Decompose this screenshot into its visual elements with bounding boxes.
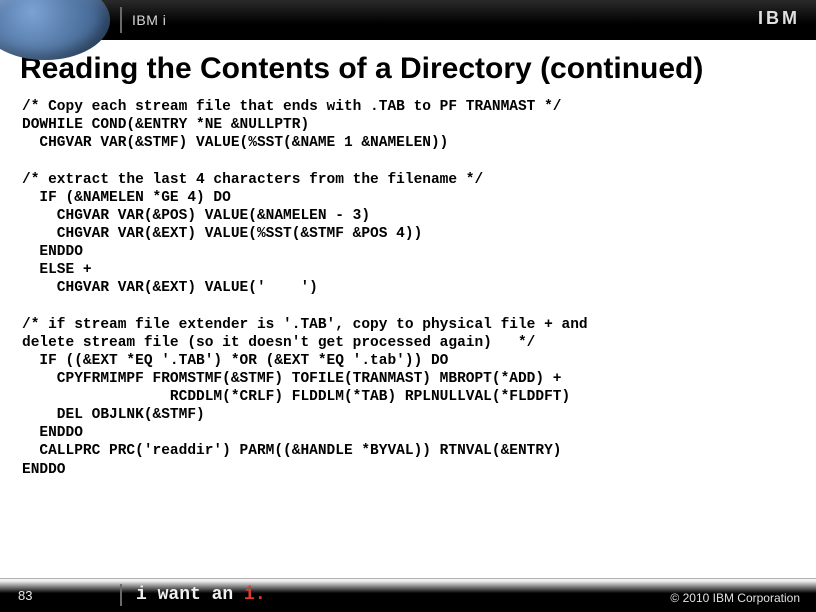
- code-line: DOWHILE COND(&ENTRY *NE &NULLPTR): [22, 117, 309, 133]
- header-divider: [120, 7, 122, 33]
- code-line: IF ((&EXT *EQ '.TAB') *OR (&EXT *EQ '.ta…: [22, 353, 448, 369]
- code-line: ELSE +: [22, 262, 92, 278]
- product-label: IBM i: [132, 12, 166, 28]
- tagline-i-red: i.: [244, 585, 266, 605]
- header-bar: IBM i IBM: [0, 0, 816, 40]
- code-line: ENDDO: [22, 462, 66, 478]
- code-line: IF (&NAMELEN *GE 4) DO: [22, 190, 231, 206]
- code-comment-3: /* if stream file extender is '.TAB', co…: [22, 317, 588, 333]
- code-line: ENDDO: [22, 244, 83, 260]
- code-block: /* Copy each stream file that ends with …: [0, 94, 816, 578]
- footer-vertical-divider: [120, 584, 122, 606]
- code-line: RCDDLM(*CRLF) FLDDLM(*TAB) RPLNULLVAL(*F…: [22, 389, 570, 405]
- code-line: CHGVAR VAR(&POS) VALUE(&NAMELEN - 3): [22, 208, 370, 224]
- ibm-logo: IBM: [758, 8, 800, 29]
- code-line: CHGVAR VAR(&EXT) VALUE(%SST(&STMF &POS 4…: [22, 226, 422, 242]
- code-comment-3b: delete stream file (so it doesn't get pr…: [22, 335, 535, 351]
- code-line: CHGVAR VAR(&STMF) VALUE(%SST(&NAME 1 &NA…: [22, 135, 448, 151]
- slide-number: 83: [18, 588, 120, 603]
- copyright: © 2010 IBM Corporation: [670, 591, 800, 605]
- code-line: CHGVAR VAR(&EXT) VALUE(' '): [22, 280, 318, 296]
- slide-title: Reading the Contents of a Directory (con…: [0, 40, 816, 94]
- code-line: CPYFRMIMPF FROMSTMF(&STMF) TOFILE(TRANMA…: [22, 371, 562, 387]
- code-line: ENDDO: [22, 425, 83, 441]
- footer-divider-line: [0, 578, 816, 579]
- code-line: CALLPRC PRC('readdir') PARM((&HANDLE *BY…: [22, 443, 562, 459]
- code-comment-2: /* extract the last 4 characters from th…: [22, 172, 483, 188]
- footer-bar: 83 i want an i. © 2010 IBM Corporation: [0, 578, 816, 612]
- code-comment-1: /* Copy each stream file that ends with …: [22, 99, 562, 115]
- tagline-text: i want an: [136, 585, 244, 605]
- code-line: DEL OBJLNK(&STMF): [22, 407, 205, 423]
- tagline: i want an i.: [136, 585, 266, 605]
- slide: IBM i IBM Reading the Contents of a Dire…: [0, 0, 816, 612]
